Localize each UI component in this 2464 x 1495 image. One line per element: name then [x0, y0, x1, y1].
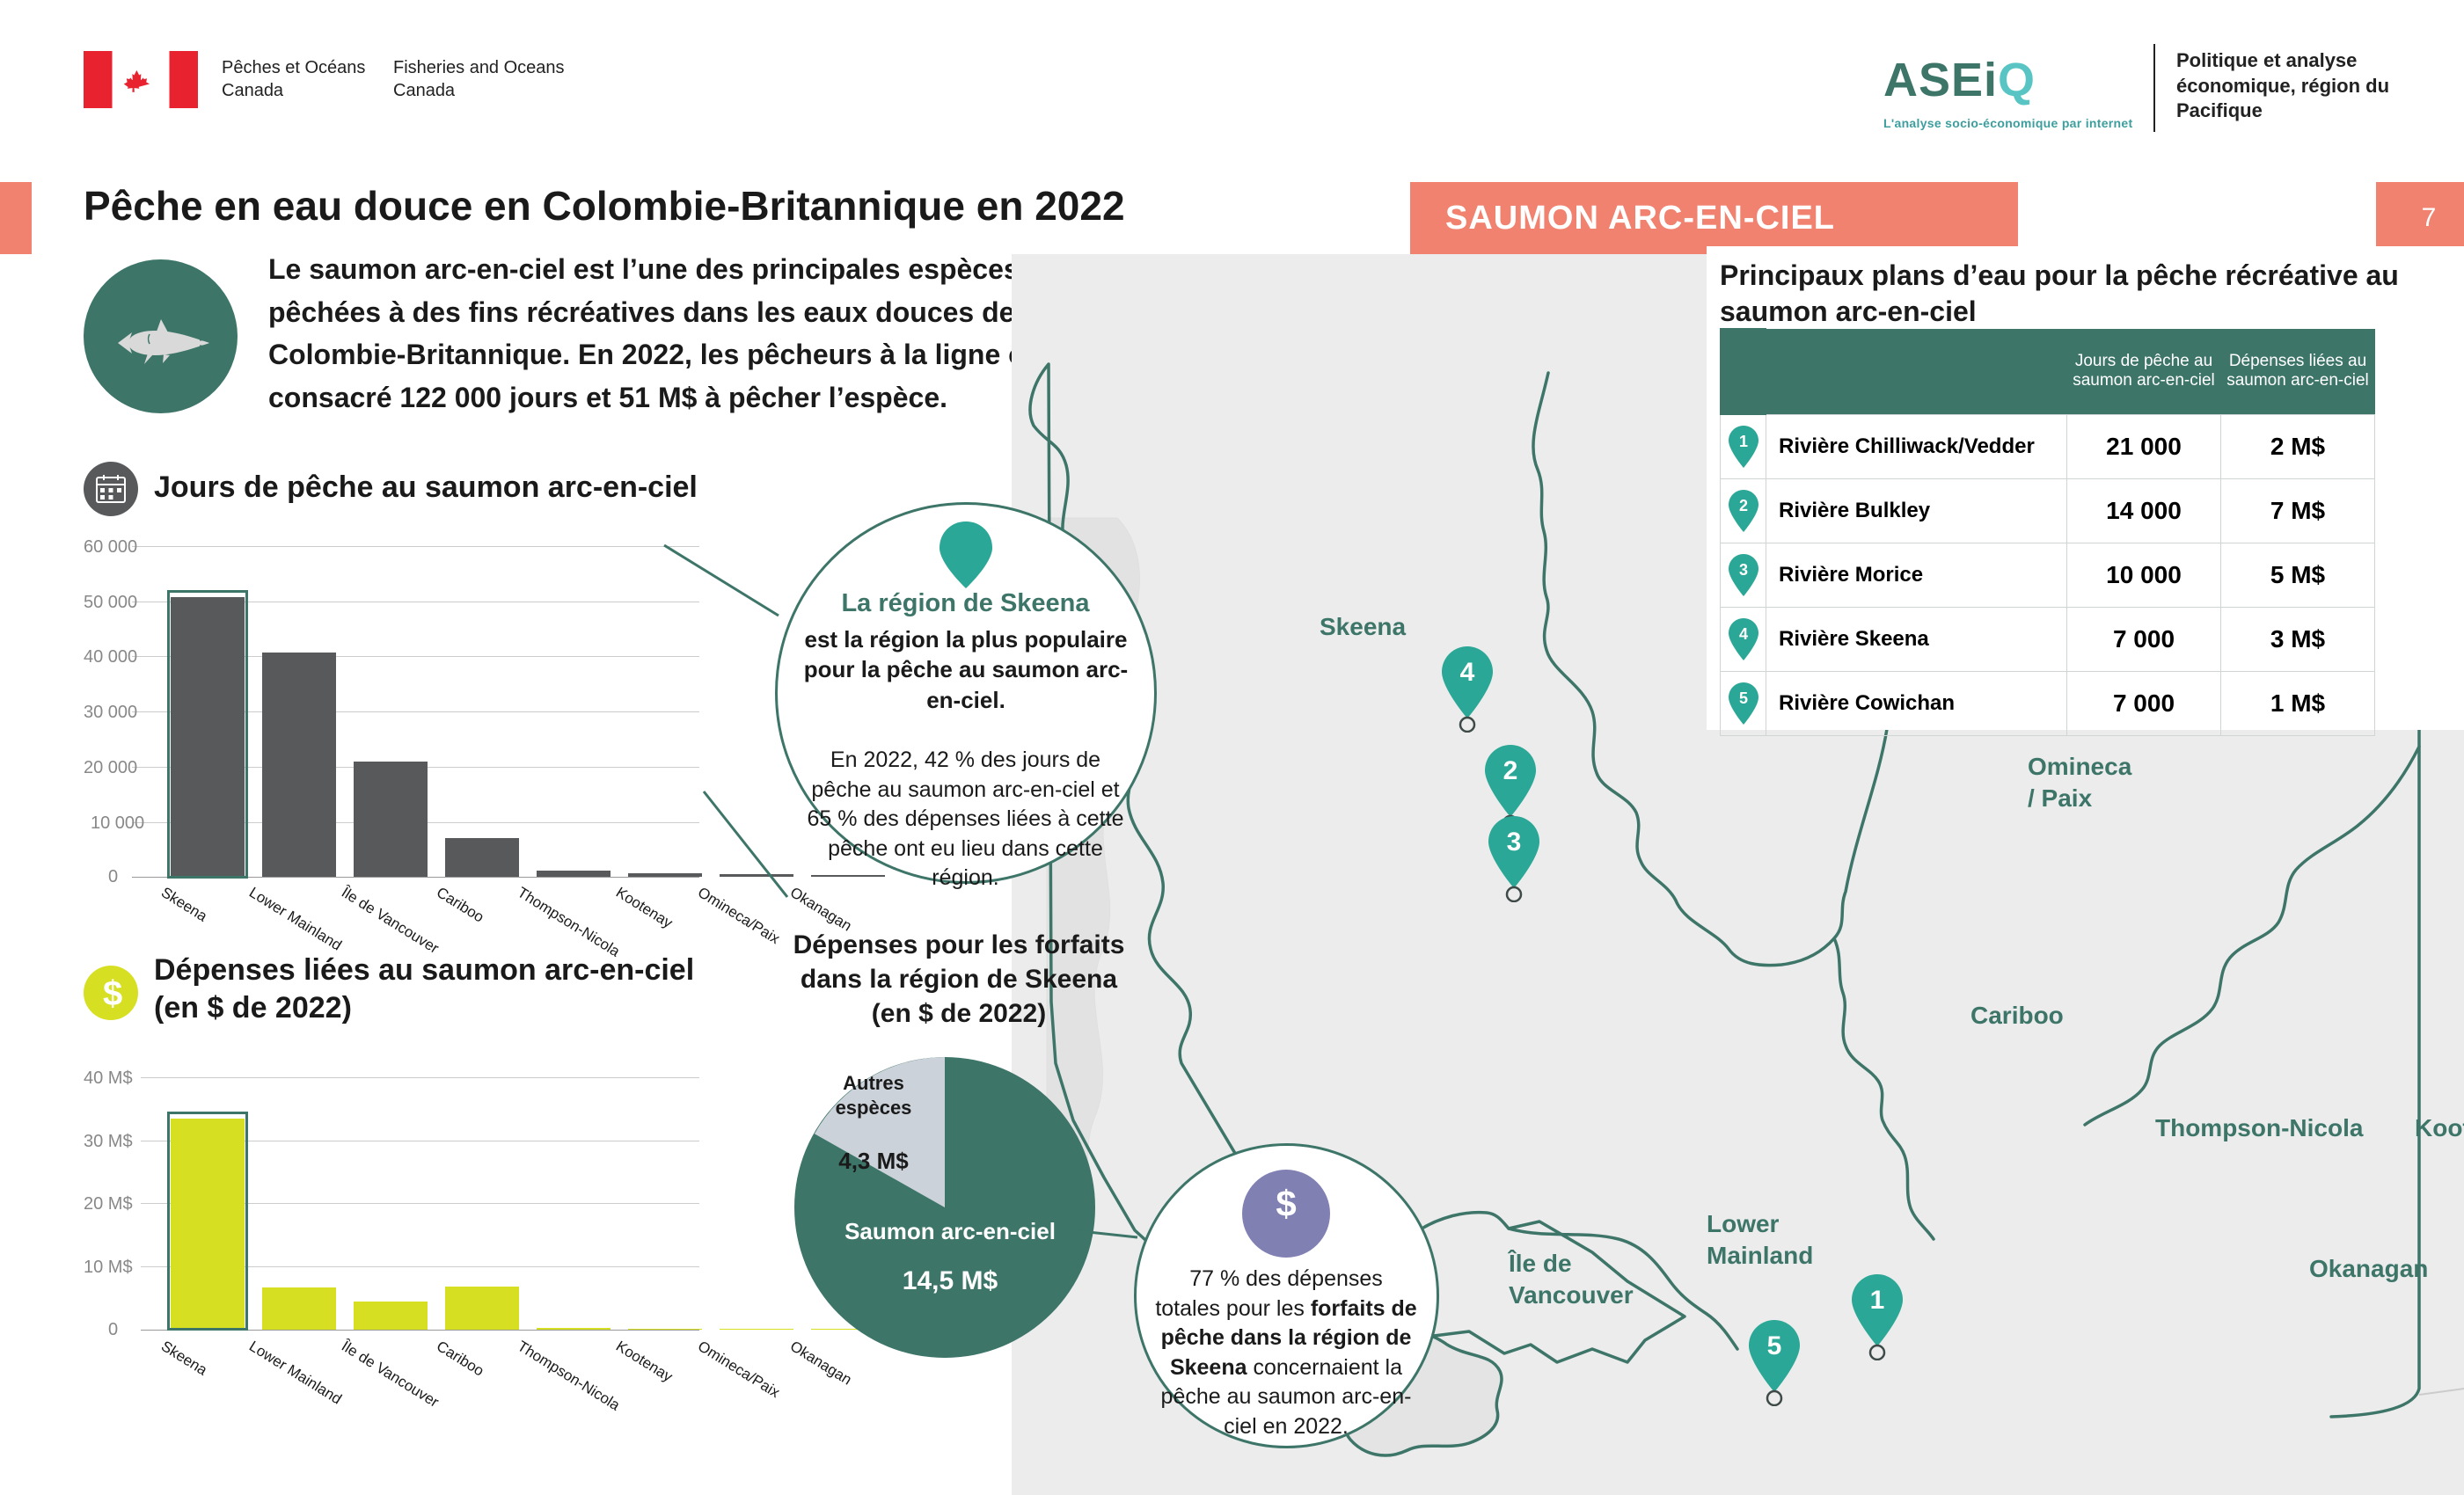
svg-text:5: 5 [1767, 1331, 1782, 1360]
svg-text:3: 3 [1507, 828, 1522, 857]
svg-text:5: 5 [1738, 689, 1747, 707]
svg-text:2: 2 [1738, 497, 1747, 514]
svg-text:3: 3 [1738, 561, 1747, 579]
svg-text:2: 2 [1503, 756, 1518, 785]
svg-text:1: 1 [1738, 433, 1747, 450]
svg-text:1: 1 [1870, 1286, 1885, 1315]
svg-text:4: 4 [1738, 625, 1747, 643]
svg-text:4: 4 [1460, 658, 1475, 687]
